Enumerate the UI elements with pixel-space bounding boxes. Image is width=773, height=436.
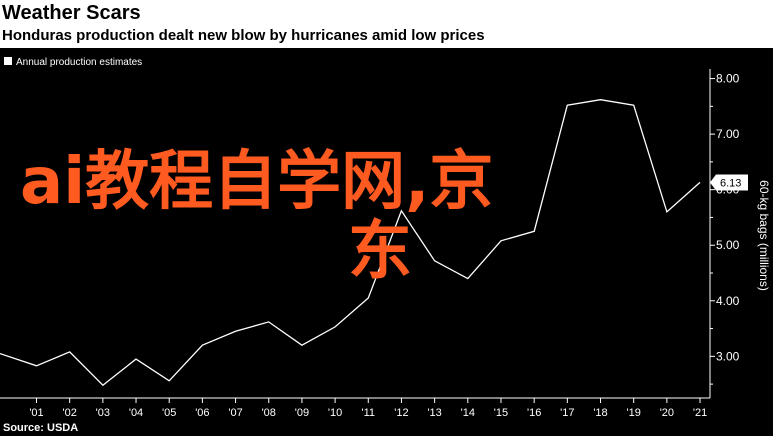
chart-title: Weather Scars <box>2 2 141 24</box>
x-tick-label: '07 <box>228 407 242 419</box>
x-tick-label: '20 <box>660 407 674 419</box>
watermark-text-line-1: ai教程自学网,京 <box>20 145 494 219</box>
x-tick-label: '21 <box>693 407 707 419</box>
x-tick-label: '14 <box>461 407 475 419</box>
legend-label: Annual production estimates <box>16 57 142 68</box>
x-tick-label: '04 <box>129 407 143 419</box>
chart-area: Annual production estimates 3.00 4.00 5.00 6… <box>0 48 773 436</box>
y-tick-label: 4.00 <box>716 294 740 308</box>
x-tick-label: '03 <box>96 407 110 419</box>
y-tick-label: 8.00 <box>716 72 740 86</box>
watermark-text-line-2: 东 <box>348 215 412 289</box>
last-value-box <box>710 174 748 191</box>
last-value-label: 6.13 <box>720 177 741 189</box>
x-tick-label: '13 <box>427 407 441 419</box>
x-tick-label: '17 <box>560 407 574 419</box>
x-tick-label: '06 <box>195 407 209 419</box>
y-tick-label: 7.00 <box>716 127 740 141</box>
x-tick-label: '11 <box>362 407 376 419</box>
x-tick-label: '12 <box>394 407 408 419</box>
x-tick-label: '01 <box>29 407 43 419</box>
x-tick-label: '15 <box>494 407 508 419</box>
x-tick-label: '08 <box>262 407 276 419</box>
x-tick-label: '09 <box>295 407 309 419</box>
x-tick-label: '02 <box>63 407 77 419</box>
line-chart: Annual production estimates 3.00 4.00 5.00 6… <box>0 57 771 434</box>
chart-header: Weather Scars Honduras production dealt … <box>0 0 773 48</box>
y-tick-label: 5.00 <box>716 238 740 252</box>
y-axis-label: 60-kg bags (millions) <box>757 180 771 291</box>
x-tick-label: '18 <box>593 407 607 419</box>
x-tick-label: '10 <box>328 407 342 419</box>
x-tick-label: '19 <box>627 407 641 419</box>
y-tick-label: 3.00 <box>716 349 740 363</box>
series-line <box>0 99 701 387</box>
x-tick-label: '05 <box>162 407 176 419</box>
legend-swatch <box>4 57 12 65</box>
source-label: Source: USDA <box>3 422 78 434</box>
x-tick-label: '16 <box>527 407 541 419</box>
chart-subtitle: Honduras production dealt new blow by hu… <box>2 27 485 44</box>
